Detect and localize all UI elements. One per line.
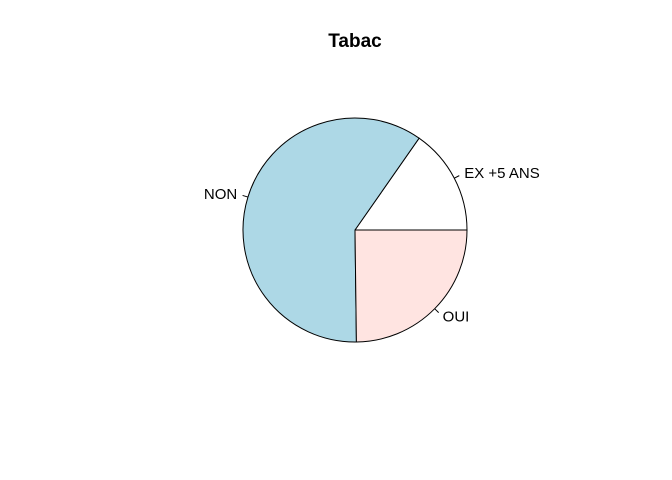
slice-label-oui: OUI xyxy=(443,309,470,326)
chart-title: Tabac xyxy=(328,31,382,52)
slice-label-non: NON xyxy=(204,186,237,203)
leader-line-oui xyxy=(434,308,440,313)
pie-slice-oui xyxy=(354,229,468,343)
slice-label-ex-5-ans: EX +5 ANS xyxy=(464,165,539,182)
pie-slices xyxy=(242,117,468,343)
pie-leader-lines xyxy=(242,175,460,313)
leader-line-ex-5-ans xyxy=(454,175,460,179)
pie-labels: EX +5 ANS NON OUI xyxy=(204,165,540,326)
leader-line-non xyxy=(242,194,249,198)
pie-slice-ex-5-ans xyxy=(354,137,468,231)
